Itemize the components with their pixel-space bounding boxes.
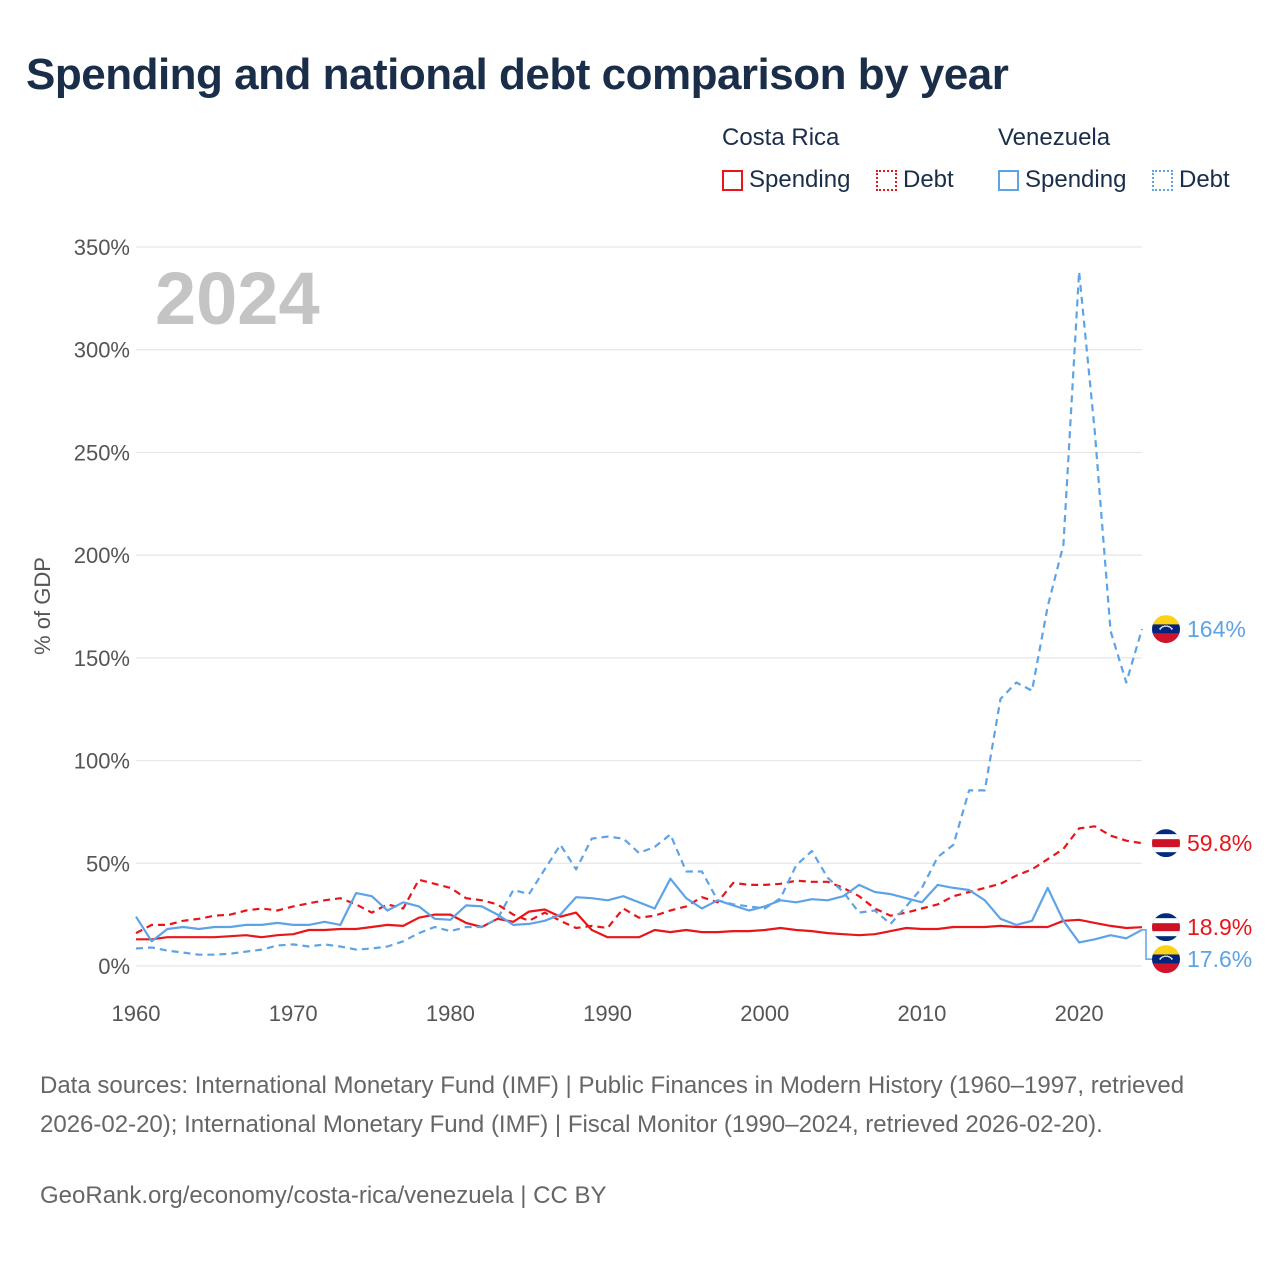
legend-country-venezuela: Venezuela — [998, 124, 1111, 151]
legend-swatch-solid-icon — [722, 169, 743, 191]
legend-swatch-solid-icon — [998, 169, 1019, 191]
x-tick-label: 1990 — [583, 1001, 632, 1026]
line-chart: 2024 % of GDP 0% 50% 100% 150% 200% 250% 300% 3… — [30, 235, 1252, 1026]
y-axis-label: % of GDP — [30, 557, 55, 655]
x-tick-label: 1970 — [269, 1001, 318, 1026]
venezuela-spending-end-label: 17.6% — [1187, 946, 1252, 972]
venezuela-debt-end-label: 164% — [1187, 616, 1246, 642]
legend-item-venezuela-debt[interactable]: Debt — [1152, 166, 1230, 194]
costa-rica-flag-icon — [1152, 829, 1180, 858]
end-label-connector — [1142, 929, 1152, 960]
venezuela-spending-line — [135, 877, 1143, 944]
chart-title: Spending and national debt comparison by… — [26, 50, 1009, 99]
x-tick-label: 1980 — [426, 1001, 475, 1026]
legend-item-venezuela-spending[interactable]: Spending — [998, 166, 1126, 194]
venezuela-flag-icon — [1152, 615, 1180, 644]
legend-swatch-dotted-icon — [1152, 169, 1173, 191]
costa-rica-flag-icon — [1152, 913, 1180, 942]
costa-rica-spending-end-marker — [1152, 913, 1180, 942]
credit-link[interactable]: GeoRank.org/economy/costa-rica/venezuela… — [40, 1182, 607, 1209]
y-tick-label: 350% — [74, 235, 130, 260]
data-sources: Data sources: International Monetary Fun… — [40, 1072, 1185, 1138]
legend-label: Spending — [1025, 166, 1127, 193]
x-tick-label: 2020 — [1055, 1001, 1104, 1026]
y-tick-label: 0% — [98, 954, 130, 979]
y-tick-label: 150% — [74, 646, 130, 671]
legend-label: Debt — [903, 166, 954, 193]
legend-country-costa-rica: Costa Rica — [722, 124, 840, 151]
costa-rica-debt-end-marker — [1152, 829, 1180, 858]
y-tick-label: 200% — [74, 543, 130, 568]
venezuela-debt-end-marker — [1152, 615, 1180, 644]
costa-rica-debt-line — [135, 825, 1143, 935]
legend-label: Spending — [749, 166, 851, 193]
year-watermark: 2024 — [155, 257, 320, 340]
legend-item-costa-rica-spending[interactable]: Spending — [722, 166, 850, 194]
y-tick-label: 300% — [74, 338, 130, 363]
grid-lines — [136, 246, 1142, 967]
x-tick-label: 1960 — [112, 1001, 161, 1026]
legend-item-costa-rica-debt[interactable]: Debt — [876, 166, 954, 194]
y-tick-label: 100% — [74, 749, 130, 774]
legend-label: Debt — [1179, 166, 1230, 193]
costa-rica-spending-end-label: 18.9% — [1187, 914, 1252, 940]
legend-swatch-dotted-icon — [876, 169, 897, 191]
venezuela-flag-icon — [1152, 945, 1180, 974]
x-tick-label: 2010 — [897, 1001, 946, 1026]
venezuela-spending-end-marker — [1152, 945, 1180, 974]
y-tick-label: 50% — [86, 851, 130, 876]
x-tick-label: 2000 — [740, 1001, 789, 1026]
y-tick-label: 250% — [74, 440, 130, 465]
costa-rica-debt-end-label: 59.8% — [1187, 830, 1252, 856]
costa-rica-spending-line — [136, 908, 1143, 941]
venezuela-debt-line — [135, 270, 1144, 956]
